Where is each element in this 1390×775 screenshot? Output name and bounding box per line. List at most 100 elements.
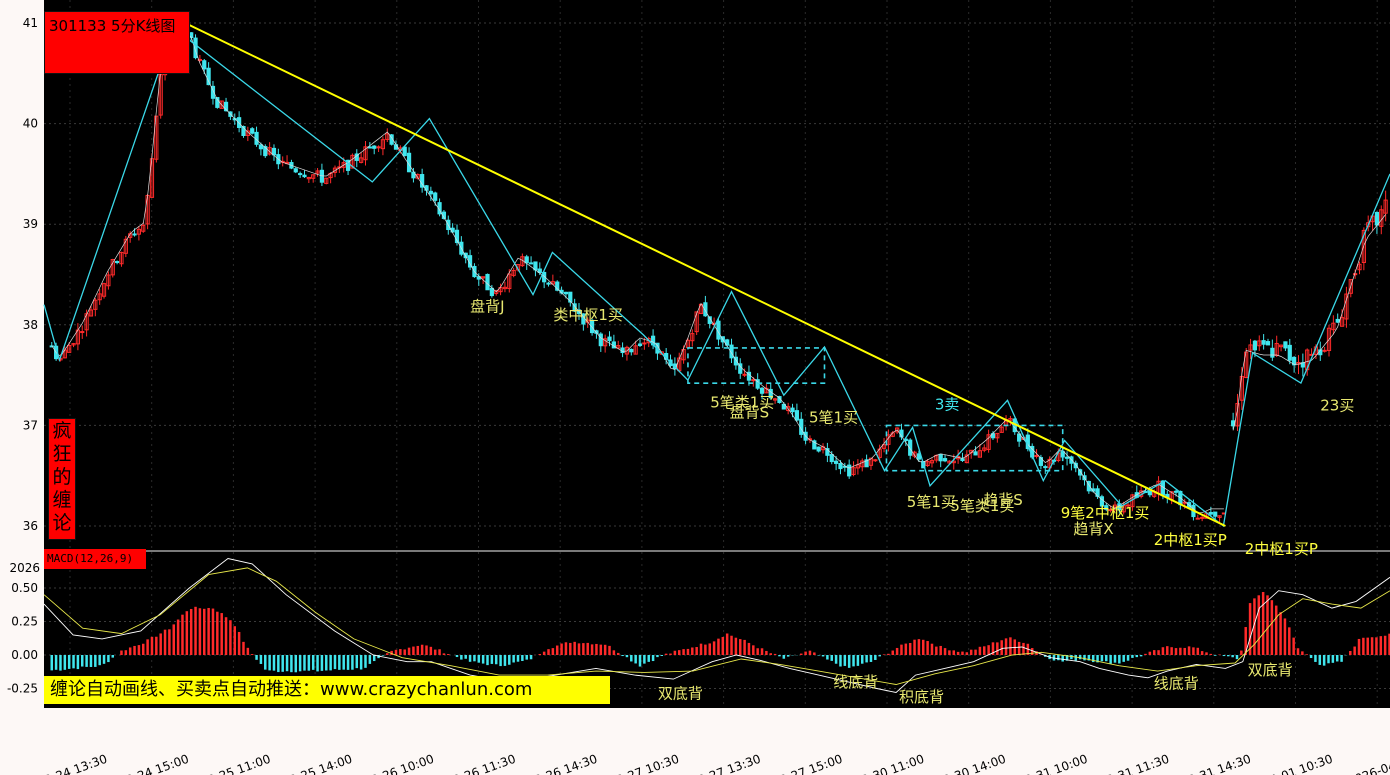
candle-body <box>1043 466 1048 469</box>
candle-body <box>498 287 503 293</box>
candle-body <box>1252 340 1258 351</box>
signal-annotation: 盘背S <box>730 403 770 421</box>
candle-body <box>67 344 72 353</box>
candle-body <box>1064 456 1070 459</box>
candle-body <box>759 387 765 394</box>
macd-dif-line <box>43 558 1390 693</box>
candle-body <box>1270 347 1275 358</box>
side-banner: 疯狂的缠论 <box>48 418 76 540</box>
candle-body <box>589 319 595 334</box>
macd-annotation: 双底背 <box>658 685 703 703</box>
candle-body <box>385 133 390 140</box>
candle-body <box>420 174 425 188</box>
candle-body <box>533 261 538 271</box>
signal-annotation: 趋背S <box>983 491 1023 509</box>
candle-body <box>367 146 372 149</box>
candle-body <box>237 117 242 128</box>
candle-body <box>411 171 416 179</box>
candle-body <box>1278 344 1284 348</box>
candle-body <box>80 331 85 334</box>
candle-body <box>71 343 76 346</box>
candle-body <box>380 139 386 150</box>
signal-annotation: 5笔1买 <box>907 493 956 511</box>
candle-body <box>995 432 1000 439</box>
candle-body <box>1357 263 1362 271</box>
macd-annotation: 线底背 <box>1154 675 1199 693</box>
trendline <box>188 24 1226 527</box>
candle-body <box>250 128 255 134</box>
candle-body <box>97 293 102 301</box>
candle-body <box>389 134 394 145</box>
candle-body <box>241 125 246 136</box>
price-tick-label: 39 <box>23 217 38 231</box>
signal-annotation: 3卖 <box>935 395 960 413</box>
candle-body <box>141 224 146 232</box>
candle-body <box>568 291 573 303</box>
candle-body <box>528 262 534 265</box>
signal-annotation: 5笔1买 <box>809 408 858 426</box>
candle-body <box>860 460 865 468</box>
candle-body <box>703 302 708 317</box>
candle-body <box>563 291 569 295</box>
macd-tick-label: -0.25 <box>7 682 38 696</box>
price-panel <box>44 0 1390 551</box>
candle-body <box>851 467 856 475</box>
candle-body <box>690 333 695 342</box>
candle-body <box>1331 322 1336 331</box>
candle-body <box>1326 327 1332 352</box>
candle-body <box>433 192 438 201</box>
signal-annotation: 盘背J <box>470 298 504 316</box>
signal-annotation: 类中枢1买 <box>553 306 623 324</box>
signal-annotation: 2中枢1买P <box>1245 540 1318 558</box>
candle-body <box>402 146 407 157</box>
candle-body <box>786 406 791 412</box>
candle-body <box>916 453 921 460</box>
candle-body <box>1099 496 1105 507</box>
candle-body <box>345 159 351 171</box>
promo-banner[interactable]: 缠论自动画线、买卖点自动推送：www.crazychanlun.com <box>44 676 610 704</box>
candle-body <box>372 145 377 149</box>
candle-body <box>1213 511 1218 517</box>
candle-body <box>1195 517 1200 520</box>
candle-body <box>1274 342 1279 356</box>
candle-body <box>1361 229 1366 263</box>
candle-body <box>781 403 786 410</box>
candle-body <box>324 177 329 184</box>
candle-body <box>258 144 264 150</box>
candle-body <box>537 268 542 274</box>
candle-body <box>267 147 272 155</box>
candle-body <box>454 229 460 244</box>
candle-body <box>1034 454 1039 457</box>
candle-body <box>633 345 638 355</box>
candle-body <box>794 410 799 421</box>
candle-body <box>1125 504 1131 507</box>
candle-body <box>694 311 699 333</box>
candle-body <box>219 100 224 109</box>
candle-body <box>637 343 643 347</box>
signal-annotation: 5笔类1买 <box>710 393 774 411</box>
candle-body <box>1008 418 1013 421</box>
candle-body <box>982 447 987 451</box>
candle-body <box>1335 318 1340 323</box>
candle-body <box>1112 504 1118 508</box>
candle-body <box>494 290 499 294</box>
macd-label: MACD(12,26,9) <box>44 549 146 569</box>
candle-body <box>93 299 98 310</box>
candle-body <box>768 388 773 399</box>
candle-body <box>306 176 311 180</box>
candle-body <box>123 238 128 254</box>
candle-body <box>206 67 211 86</box>
candle-body <box>502 286 508 290</box>
candle-body <box>437 202 442 215</box>
candle-body <box>790 407 795 413</box>
candle-body <box>1078 469 1083 476</box>
candle-body <box>1339 317 1345 327</box>
candle-body <box>973 451 978 456</box>
candle-body <box>629 348 634 353</box>
candle-body <box>1200 516 1205 519</box>
candle-body <box>594 330 599 334</box>
candle-body <box>1208 511 1213 515</box>
candle-body <box>751 379 756 382</box>
candle-body <box>624 346 630 355</box>
